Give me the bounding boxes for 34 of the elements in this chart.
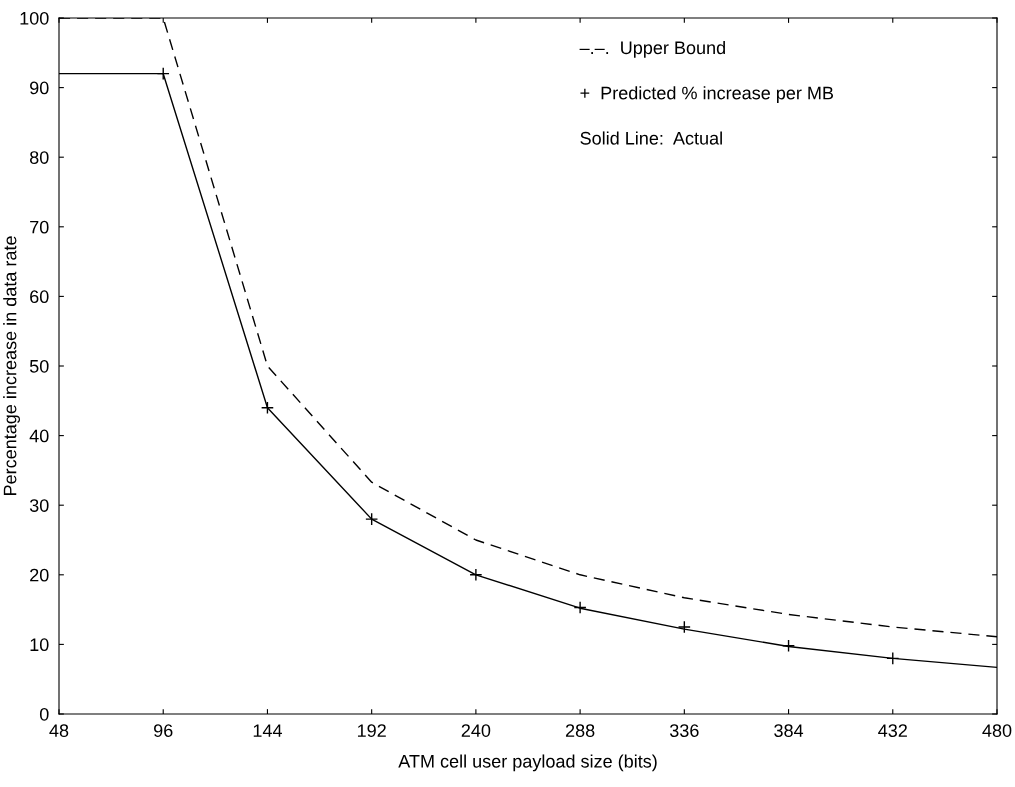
y-tick-label: 80	[29, 151, 49, 164]
point	[677, 620, 691, 634]
point	[782, 639, 796, 653]
y-tick-label: 100	[20, 11, 49, 25]
point	[260, 401, 274, 415]
x-axis-title: ATM cell user payload size (bits)	[398, 754, 657, 772]
x-tick-label: 192	[357, 724, 386, 737]
annotation: Solid Line: Actual	[580, 131, 722, 145]
y-tick-label: 60	[30, 290, 49, 304]
y-tick-label: 20	[30, 568, 49, 582]
point	[573, 601, 587, 615]
x-tick-label: 240	[461, 724, 491, 737]
point	[365, 512, 379, 526]
annotation: + Predicted % increase per MB	[580, 86, 834, 103]
y-tick-label: 50	[29, 359, 49, 373]
y-tick-label: 90	[30, 81, 49, 95]
x-tick-label: 48	[49, 724, 69, 737]
y-tick-label: 40	[29, 429, 49, 443]
point	[886, 651, 900, 665]
y-tick-label: 30	[29, 499, 49, 512]
x-tick-label: 144	[253, 724, 282, 737]
x-tick-label: 432	[878, 724, 907, 737]
y-tick-label: 0	[39, 707, 49, 721]
x-tick-label: 384	[774, 724, 804, 737]
point	[156, 67, 170, 81]
x-tick-label: 288	[565, 724, 595, 737]
point	[469, 568, 483, 582]
x-tick-label: 480	[982, 724, 1012, 737]
annotation: –.–. Upper Bound	[579, 40, 725, 58]
x-tick-label: 96	[154, 724, 173, 737]
y-tick-label: 70	[30, 220, 49, 234]
y-tick-label: 10	[30, 638, 49, 652]
y-axis-title: Percentage increase in data rate	[3, 236, 20, 495]
x-tick-label: 336	[669, 724, 699, 737]
